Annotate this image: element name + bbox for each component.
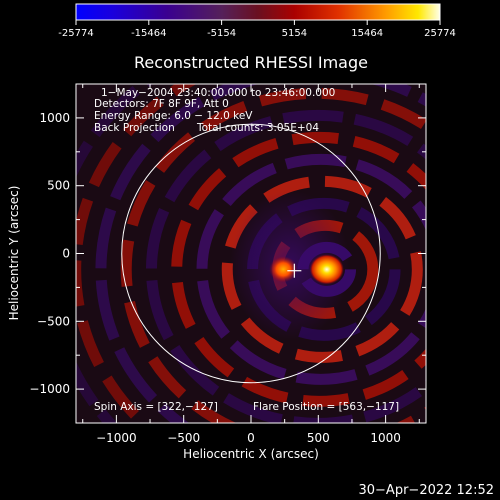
info-detectors: Detectors: 7F 8F 9F, Att 0	[94, 98, 229, 110]
y-tick-label: −1000	[29, 382, 70, 396]
heatmap-ripple	[146, 109, 426, 423]
colorbar-tick-label: -5154	[207, 28, 236, 39]
spin-axis-marker	[287, 263, 302, 278]
heatmap-image	[76, 84, 426, 423]
x-tick-label: 500	[307, 431, 330, 445]
y-axis-label: Heliocentric Y (arcsec)	[7, 186, 21, 321]
colorbar-tick-label: -25774	[58, 28, 93, 39]
info-total-counts: Total counts: 3.05E+04	[196, 122, 319, 134]
secondary-source	[269, 256, 298, 283]
colorbar-frame	[75, 3, 441, 21]
heatmap-ripple	[171, 131, 426, 407]
heatmap-ripple	[120, 87, 426, 423]
x-tick-label: 0	[247, 431, 255, 445]
heatmap-ripple	[221, 175, 423, 363]
colorbar-tick-label: -15464	[131, 28, 166, 39]
solar-disk-outline	[121, 123, 381, 384]
flare-source	[309, 254, 344, 285]
y-tick-label: −500	[37, 314, 70, 328]
x-tick-label: 1000	[370, 431, 401, 445]
axis-ticks	[76, 83, 426, 424]
x-tick-label: −500	[167, 431, 200, 445]
heatmap-ripple	[196, 153, 426, 385]
info-method: Back Projection	[94, 122, 175, 134]
render-timestamp: 30−Apr−2022 12:52	[359, 483, 495, 498]
axis-tick-labels: −1000 −500 0 500 1000 1000 500 0 −500 −1000	[29, 111, 400, 445]
y-tick-label: 500	[47, 179, 70, 193]
chart-title: Reconstructed RHESSI Image	[134, 53, 368, 72]
info-energy-range: Energy Range: 6.0 − 12.0 keV	[94, 110, 253, 122]
colorbar-tick-label: 25774	[424, 28, 456, 39]
x-axis-label: Heliocentric X (arcsec)	[183, 447, 319, 461]
x-tick-label: −1000	[96, 431, 137, 445]
spin-axis-label: Spin Axis = [322,−127]	[94, 401, 218, 413]
colorbar-tick-label: 15464	[351, 28, 383, 39]
y-tick-label: 1000	[39, 111, 70, 125]
flare-position-label: Flare Position = [563,−117]	[253, 401, 399, 413]
colorbar-gradient	[76, 4, 440, 20]
y-tick-label: 0	[62, 247, 70, 261]
colorbar-tick-label: 5154	[282, 28, 307, 39]
info-time-range: 1−May−2004 23:40:00.000 to 23:46:00.000	[101, 87, 335, 99]
colorbar-ticks: -25774 -15464 -5154 5154 15464 25774	[58, 20, 456, 39]
